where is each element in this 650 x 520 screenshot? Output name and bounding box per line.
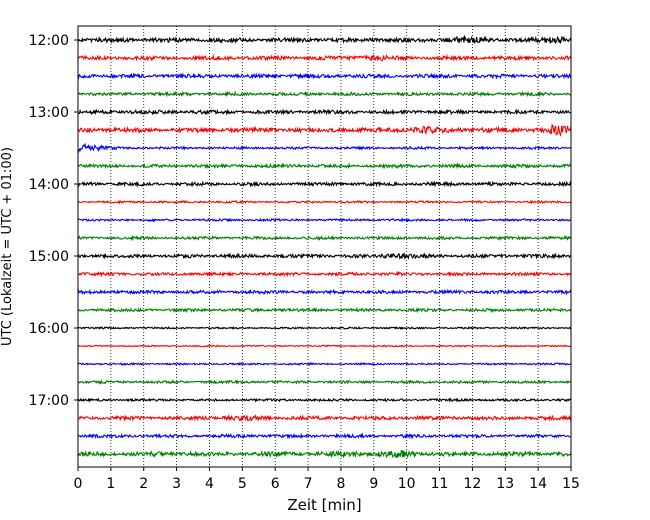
y-tick-label: 12:00 (29, 33, 69, 49)
seismogram-trace (77, 34, 572, 45)
seismogram-trace (77, 413, 572, 422)
x-tick-label: 4 (205, 476, 214, 492)
seismogram-trace (77, 53, 572, 62)
seismogram-trace (77, 306, 572, 314)
y-tick-label: 17:00 (29, 393, 69, 409)
seismogram-trace (77, 288, 572, 296)
seismogram-traces (77, 34, 572, 459)
x-tick-label: 9 (369, 476, 378, 492)
x-tick-label: 2 (139, 476, 148, 492)
x-tick-label: 12 (463, 476, 481, 492)
y-tick-label: 13:00 (29, 105, 69, 121)
seismogram-trace (77, 378, 572, 385)
x-tick-label: 0 (74, 476, 83, 492)
seismogram-trace (77, 361, 572, 367)
x-tick-label: 10 (398, 476, 416, 492)
seismogram-trace (77, 449, 572, 459)
seismogram-trace (77, 180, 572, 188)
x-tick-label: 8 (336, 476, 345, 492)
x-tick-label: 11 (431, 476, 449, 492)
seismogram-trace (77, 397, 572, 403)
x-axis-label: Zeit [min] (287, 496, 361, 514)
y-tick-label: 15:00 (29, 249, 69, 265)
seismogram-trace (77, 234, 572, 242)
y-tick-label: 16:00 (29, 321, 69, 337)
x-tick-label: 7 (304, 476, 313, 492)
seismogram-trace (77, 108, 572, 116)
plot-frame (77, 25, 572, 468)
x-tick-label: 1 (106, 476, 115, 492)
seismogram-trace (77, 270, 572, 278)
x-tick-label: 13 (496, 476, 514, 492)
seismogram-trace (77, 90, 572, 98)
seismogram-trace (77, 124, 572, 137)
x-axis-ticks: 0 1 2 3 4 5 6 7 8 9 10 11 12 13 14 15 (74, 467, 580, 492)
seismogram-trace (77, 251, 572, 261)
seismogram-trace (77, 72, 572, 80)
x-tick-label: 14 (529, 476, 547, 492)
seismogram-trace (77, 344, 572, 348)
y-axis-ticks: 12:00 13:00 14:00 15:00 16:00 17:00 (29, 33, 78, 409)
x-tick-label: 5 (238, 476, 247, 492)
seismogram-trace (77, 217, 572, 223)
seismogram-trace (77, 142, 572, 154)
y-tick-label: 14:00 (29, 177, 69, 193)
seismogram-trace (77, 432, 572, 440)
x-tick-label: 15 (562, 476, 580, 492)
seismogram-trace (77, 162, 572, 170)
seismogram-trace (77, 199, 572, 205)
seismogram-trace (77, 326, 572, 331)
y-axis-label: UTC (Lokalzeit = UTC + 01:00) (0, 147, 15, 346)
x-tick-label: 3 (172, 476, 181, 492)
x-tick-label: 6 (271, 476, 280, 492)
